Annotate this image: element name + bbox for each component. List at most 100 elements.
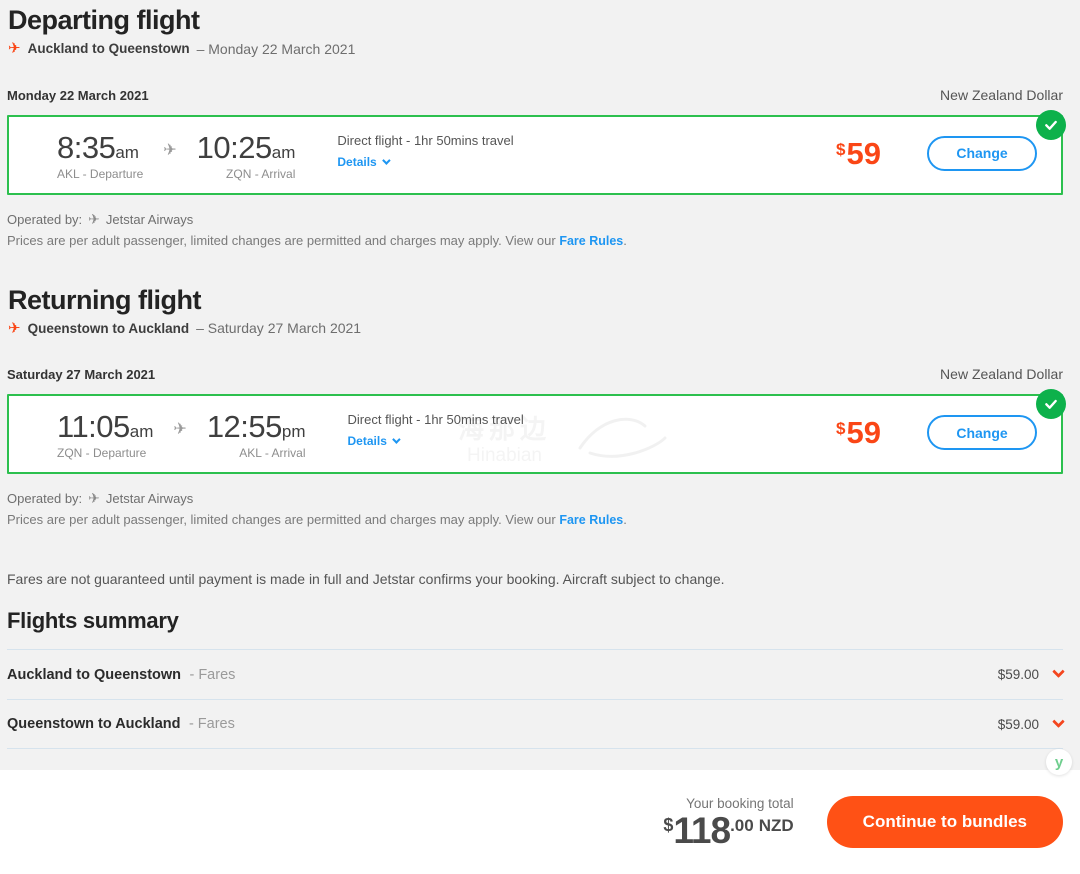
arrival-station: AKL - Arrival xyxy=(239,446,306,461)
returning-flight-section: Returning flight ✈ Queenstown to Aucklan… xyxy=(7,284,1066,527)
chevron-down-icon[interactable] xyxy=(1052,665,1065,679)
flight-duration-text: Direct flight - 1hr 50mins travel xyxy=(347,412,524,428)
booking-total-label: Your booking total xyxy=(686,795,794,811)
arrival-time: 12:55 xyxy=(206,409,283,445)
returning-route-line: ✈ Queenstown to Auckland – Saturday 27 M… xyxy=(8,320,1063,336)
arrival-time-block: 10:25am ZQN - Arrival xyxy=(197,130,296,181)
summary-row-departing[interactable]: Auckland to Queenstown - Fares $59.00 xyxy=(7,649,1065,699)
operated-by-label: Operated by: xyxy=(7,211,83,227)
plane-icon: ✈ xyxy=(88,210,100,227)
departing-route: Auckland to Queenstown xyxy=(27,41,190,57)
departure-time-block: 8:35am AKL - Departure xyxy=(57,130,143,181)
arrival-meridiem: pm xyxy=(281,422,306,442)
flight-duration-text: Direct flight - 1hr 50mins travel xyxy=(337,132,514,148)
plane-icon: ✈ xyxy=(88,490,100,507)
operated-by-line: Operated by: ✈ Jetstar Airways xyxy=(7,490,1063,507)
total-major: 118 xyxy=(673,809,731,851)
selected-check-icon xyxy=(1036,109,1066,140)
booking-total-amount: $118.00 NZD xyxy=(663,812,793,849)
booking-total-bar: Your booking total $118.00 NZD Continue t… xyxy=(0,770,1080,874)
returning-date-row: Saturday 27 March 2021 New Zealand Dolla… xyxy=(7,366,1063,382)
flights-summary-heading: Flights summary xyxy=(7,608,179,634)
fare-area: $59 Change xyxy=(836,415,1037,451)
chevron-down-icon xyxy=(381,156,391,165)
summary-route: Auckland to Queenstown xyxy=(7,666,182,683)
plane-icon: ✈ xyxy=(163,141,177,159)
chevron-down-icon[interactable] xyxy=(1052,715,1065,728)
departure-time: 11:05 xyxy=(57,409,130,445)
fare-area: $59 Change xyxy=(836,135,1037,171)
arrival-time-block: 12:55pm AKL - Arrival xyxy=(207,409,306,460)
flight-info: Direct flight - 1hr 50mins travel Detail… xyxy=(348,412,524,450)
returning-route: Queenstown to Auckland xyxy=(27,320,190,336)
flight-info: Direct flight - 1hr 50mins travel Detail… xyxy=(337,133,513,171)
continue-to-bundles-button[interactable]: Continue to bundles xyxy=(826,796,1063,848)
summary-row-right: $59.00 xyxy=(997,665,1065,683)
details-label: Details xyxy=(347,434,387,449)
departure-station: AKL - Departure xyxy=(57,166,144,181)
total-currency-sign: $ xyxy=(663,814,674,835)
departing-route-line: ✈ Auckland to Queenstown – Monday 22 Mar… xyxy=(8,41,1063,57)
change-button[interactable]: Change xyxy=(927,415,1037,451)
summary-route: Queenstown to Auckland xyxy=(7,716,181,733)
fare-note-suffix: . xyxy=(623,512,627,528)
total-minor: .00 xyxy=(730,815,754,835)
fare-note: Prices are per adult passenger, limited … xyxy=(7,233,1063,248)
departing-flight-card[interactable]: 8:35am AKL - Departure ✈ 10:25am ZQN - A… xyxy=(7,109,1066,195)
currency-sign: $ xyxy=(836,419,846,439)
departing-flight-section: Departing flight ✈ Auckland to Queenstow… xyxy=(7,5,1066,248)
details-link[interactable]: Details xyxy=(347,434,401,449)
details-link[interactable]: Details xyxy=(337,154,391,169)
summary-row-label: Queenstown to Auckland - Fares xyxy=(7,715,235,733)
chevron-down-icon xyxy=(392,435,401,445)
departing-date-label: Monday 22 March 2021 xyxy=(7,87,149,103)
plane-icon: ✈ xyxy=(173,421,187,439)
fare-price: $59 xyxy=(836,417,881,448)
fare-rules-link[interactable]: Fare Rules xyxy=(559,513,624,528)
currency-label: New Zealand Dollar xyxy=(940,86,1063,103)
summary-row-returning[interactable]: Queenstown to Auckland - Fares $59.00 xyxy=(7,699,1065,750)
plane-icon: ✈ xyxy=(8,319,21,337)
arrival-time: 10:25 xyxy=(196,129,273,165)
summary-row-right: $59.00 xyxy=(997,715,1065,732)
floating-widget-icon[interactable]: y xyxy=(1046,749,1072,775)
operated-by-line: Operated by: ✈ Jetstar Airways xyxy=(7,211,1063,228)
fare-note: Prices are per adult passenger, limited … xyxy=(7,512,1063,527)
departure-meridiem: am xyxy=(115,142,139,162)
arrival-meridiem: am xyxy=(271,142,296,162)
currency-sign: $ xyxy=(836,139,846,159)
summary-row-label: Auckland to Queenstown - Fares xyxy=(7,666,235,684)
returning-flight-card[interactable]: 11:05am ZQN - Departure ✈ 12:55pm AKL - … xyxy=(7,389,1066,475)
departure-time: 8:35 xyxy=(57,129,116,165)
fares-guarantee-notice: Fares are not guaranteed until payment i… xyxy=(7,571,725,588)
summary-category: - Fares xyxy=(188,716,235,733)
details-label: Details xyxy=(337,154,377,169)
currency-label: New Zealand Dollar xyxy=(940,366,1063,383)
summary-amount: $59.00 xyxy=(997,667,1039,683)
fare-note-suffix: . xyxy=(623,232,627,248)
flights-summary-list: Auckland to Queenstown - Fares $59.00 Qu… xyxy=(7,649,1065,750)
change-button[interactable]: Change xyxy=(927,135,1037,171)
fare-price: $59 xyxy=(836,138,881,169)
departure-time-block: 11:05am ZQN - Departure xyxy=(57,409,153,460)
page-content: Departing flight ✈ Auckland to Queenstow… xyxy=(7,5,1066,750)
operated-by-label: Operated by: xyxy=(7,491,83,507)
summary-amount: $59.00 xyxy=(997,716,1039,732)
fare-rules-link[interactable]: Fare Rules xyxy=(559,233,624,248)
departing-route-date: – Monday 22 March 2021 xyxy=(196,40,356,57)
plane-icon: ✈ xyxy=(8,40,21,58)
departure-meridiem: am xyxy=(129,422,154,442)
fare-note-text: Prices are per adult passenger, limited … xyxy=(7,512,556,528)
returning-heading: Returning flight xyxy=(8,284,201,315)
departing-date-row: Monday 22 March 2021 New Zealand Dollar xyxy=(7,87,1063,103)
returning-date-label: Saturday 27 March 2021 xyxy=(7,367,156,383)
booking-total-block: Your booking total $118.00 NZD xyxy=(663,796,793,849)
operator-name: Jetstar Airways xyxy=(105,211,194,227)
departure-station: ZQN - Departure xyxy=(57,446,147,461)
summary-category: - Fares xyxy=(189,666,236,683)
price-value: 59 xyxy=(846,135,881,171)
price-value: 59 xyxy=(846,415,881,451)
departing-heading: Departing flight xyxy=(8,5,200,35)
arrival-station: ZQN - Arrival xyxy=(226,166,296,181)
operator-name: Jetstar Airways xyxy=(105,491,194,507)
